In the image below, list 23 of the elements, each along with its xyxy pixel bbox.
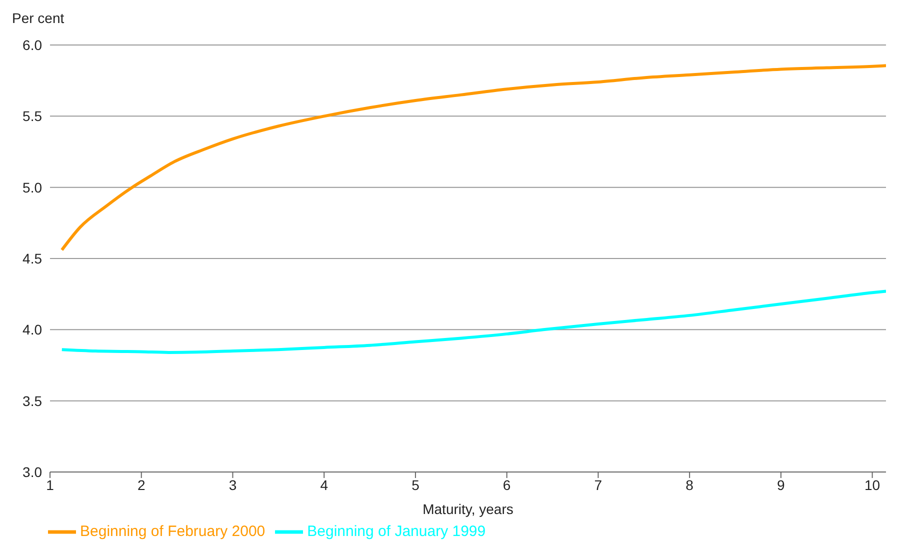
- x-tick-label: 9: [777, 476, 786, 493]
- y-tick-label: 5.5: [22, 108, 42, 124]
- x-tick-label: 1: [46, 476, 54, 493]
- legend-label: Beginning of January 1999: [307, 522, 486, 540]
- y-tick-label: 4.5: [22, 250, 42, 266]
- x-tick-label: 2: [137, 476, 146, 493]
- y-tick-label: 4.0: [22, 322, 42, 338]
- line-series: [60, 290, 886, 354]
- x-tick-label: 3: [228, 476, 237, 493]
- x-tick-label: 4: [320, 476, 328, 493]
- x-tick-label: 10: [864, 476, 880, 493]
- y-tick-label: 3.0: [22, 464, 42, 480]
- x-tick-label: 6: [502, 476, 511, 493]
- y-tick-label: 3.5: [22, 392, 42, 409]
- line-series: [60, 64, 886, 252]
- y-tick-label: 5.0: [22, 179, 42, 196]
- x-tick-label: 8: [686, 476, 694, 493]
- x-tick-label: 5: [412, 476, 420, 493]
- y-tick-label: 6.0: [22, 36, 42, 53]
- x-tick-label: 7: [594, 476, 602, 493]
- x-axis-title: Maturity, years: [422, 501, 514, 517]
- legend-label: Beginning of February 2000: [80, 522, 266, 540]
- y-axis-title: Per cent: [12, 10, 64, 26]
